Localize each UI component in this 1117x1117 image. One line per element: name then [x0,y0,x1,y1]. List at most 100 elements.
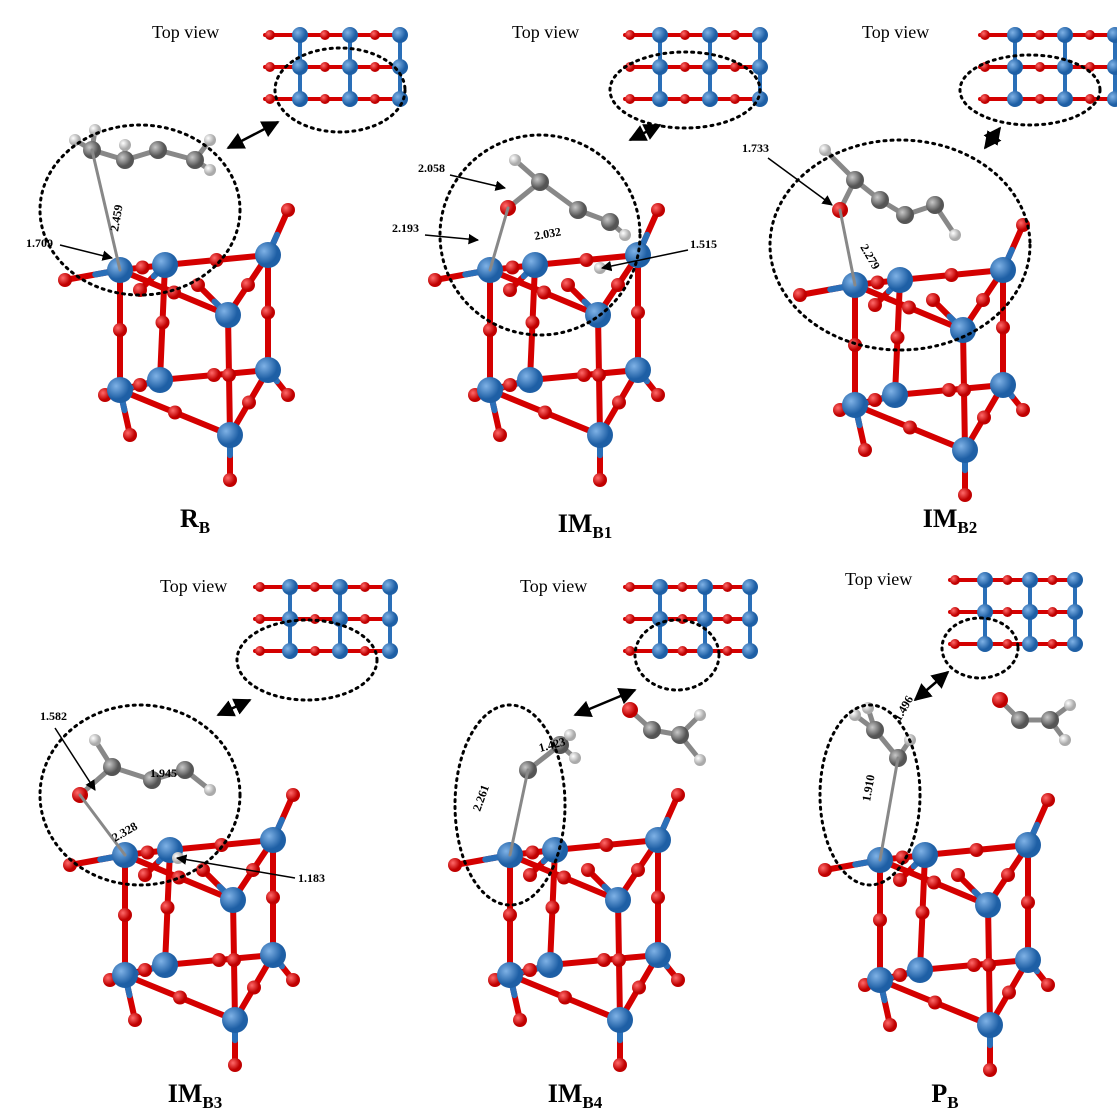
atom [645,942,671,968]
panel-label-subscript: B [947,1093,958,1112]
atom [141,846,155,860]
arrow [985,128,1000,148]
panel-label-subscript: B3 [202,1093,222,1112]
atom [990,372,1016,398]
atom [793,288,807,302]
atom [227,953,241,967]
atom [651,891,665,905]
atom [149,141,167,159]
dotted-region [237,620,377,700]
atom [958,488,972,502]
atom [818,863,832,877]
panel-label: IMB4 [548,1079,603,1112]
atom [265,94,275,104]
atom [652,611,668,627]
atom [631,306,645,320]
atom [255,614,265,624]
atom [286,973,300,987]
top-view-label: Top view [152,22,219,42]
atom [926,196,944,214]
atom [970,843,984,857]
atom [493,428,507,442]
atom [976,293,990,307]
atom [678,646,688,656]
atom [891,331,905,345]
atom [382,611,398,627]
atom [156,316,170,330]
top-view-label: Top view [845,569,912,589]
atom [977,636,993,652]
atom [281,388,295,402]
atom [220,887,246,913]
atom [643,721,661,739]
atom [730,30,740,40]
atom [282,643,298,659]
atom [561,278,575,292]
atom [742,643,758,659]
atom [752,59,768,75]
atom [671,726,689,744]
dotted-region [275,48,405,132]
atom [526,316,540,330]
atom [138,868,152,882]
atom [113,323,127,337]
atom [260,942,286,968]
atom [1085,30,1095,40]
distance-label: 2.261 [470,783,492,813]
atom [1035,62,1045,72]
atom [247,981,261,995]
panel-label-subscript: B [199,518,210,537]
atom [1003,575,1013,585]
atom [310,582,320,592]
atom [204,164,216,176]
atom [210,253,224,267]
atom [1011,711,1029,729]
atom [612,953,626,967]
atom [949,229,961,241]
atom [605,887,631,913]
atom [896,206,914,224]
atom [477,377,503,403]
atom [558,991,572,1005]
atom [652,643,668,659]
distance-label: 1.496 [890,693,916,723]
atom [723,646,733,656]
atom [360,646,370,656]
atom [992,692,1008,708]
atom [671,973,685,987]
atom [1067,572,1083,588]
panel-label-main: IM [548,1079,583,1108]
atom [926,293,940,307]
atom [1015,832,1041,858]
atom [697,643,713,659]
atom [1022,572,1038,588]
atom [858,443,872,457]
atom [585,302,611,328]
atom [282,579,298,595]
atom [927,876,941,890]
atom [752,27,768,43]
atom [1064,699,1076,711]
atom [619,229,631,241]
atom [902,301,916,315]
atom [136,261,150,275]
atom [1007,59,1023,75]
atom [147,367,173,393]
atom [1021,896,1035,910]
arrow [425,235,478,240]
atom [138,963,152,977]
atom [694,709,706,721]
atom [868,298,882,312]
panel-label: IMB2 [923,504,978,537]
atom [1041,711,1059,729]
distance-label: 1.515 [690,237,717,251]
panel-label: RB [180,504,210,537]
atom [1022,636,1038,652]
atom [360,582,370,592]
atom [612,396,626,410]
atom [1022,604,1038,620]
atom [342,27,358,43]
atom [967,958,981,972]
atom [652,91,668,107]
atom [945,268,959,282]
